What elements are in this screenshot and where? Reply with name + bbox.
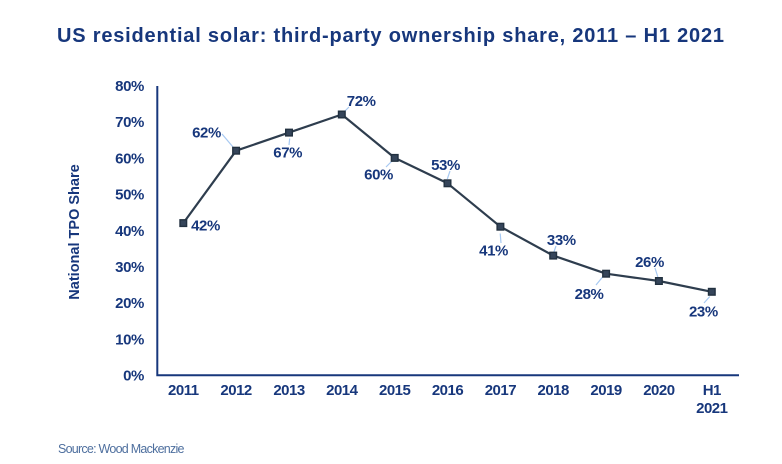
svg-text:2017: 2017 [485, 382, 517, 399]
svg-text:26%: 26% [635, 254, 664, 271]
svg-text:2020: 2020 [643, 382, 675, 399]
svg-text:2014: 2014 [326, 382, 359, 399]
svg-text:2015: 2015 [379, 382, 411, 399]
svg-text:33%: 33% [547, 232, 576, 249]
svg-text:23%: 23% [689, 304, 718, 321]
svg-text:30%: 30% [115, 259, 144, 276]
svg-text:41%: 41% [479, 242, 508, 259]
svg-text:National TPO Share: National TPO Share [67, 164, 83, 299]
svg-text:H1: H1 [703, 382, 721, 399]
svg-text:60%: 60% [364, 166, 393, 183]
svg-text:0%: 0% [123, 368, 144, 385]
svg-text:2016: 2016 [432, 382, 464, 399]
svg-text:53%: 53% [431, 157, 460, 174]
svg-text:20%: 20% [115, 295, 144, 312]
svg-text:42%: 42% [191, 218, 220, 235]
svg-text:2019: 2019 [590, 382, 622, 399]
svg-text:2012: 2012 [220, 382, 252, 399]
svg-text:67%: 67% [273, 144, 302, 161]
svg-text:70%: 70% [115, 114, 144, 131]
svg-text:50%: 50% [115, 187, 144, 204]
svg-text:28%: 28% [575, 286, 604, 303]
svg-text:62%: 62% [192, 124, 221, 141]
svg-text:2011: 2011 [168, 382, 199, 399]
svg-text:60%: 60% [115, 150, 144, 167]
svg-text:80%: 80% [115, 78, 144, 95]
svg-text:2013: 2013 [273, 382, 305, 399]
svg-text:2021: 2021 [696, 400, 728, 417]
svg-text:10%: 10% [115, 331, 144, 348]
svg-text:2018: 2018 [538, 382, 570, 399]
svg-text:72%: 72% [347, 93, 376, 110]
svg-text:40%: 40% [115, 223, 144, 240]
